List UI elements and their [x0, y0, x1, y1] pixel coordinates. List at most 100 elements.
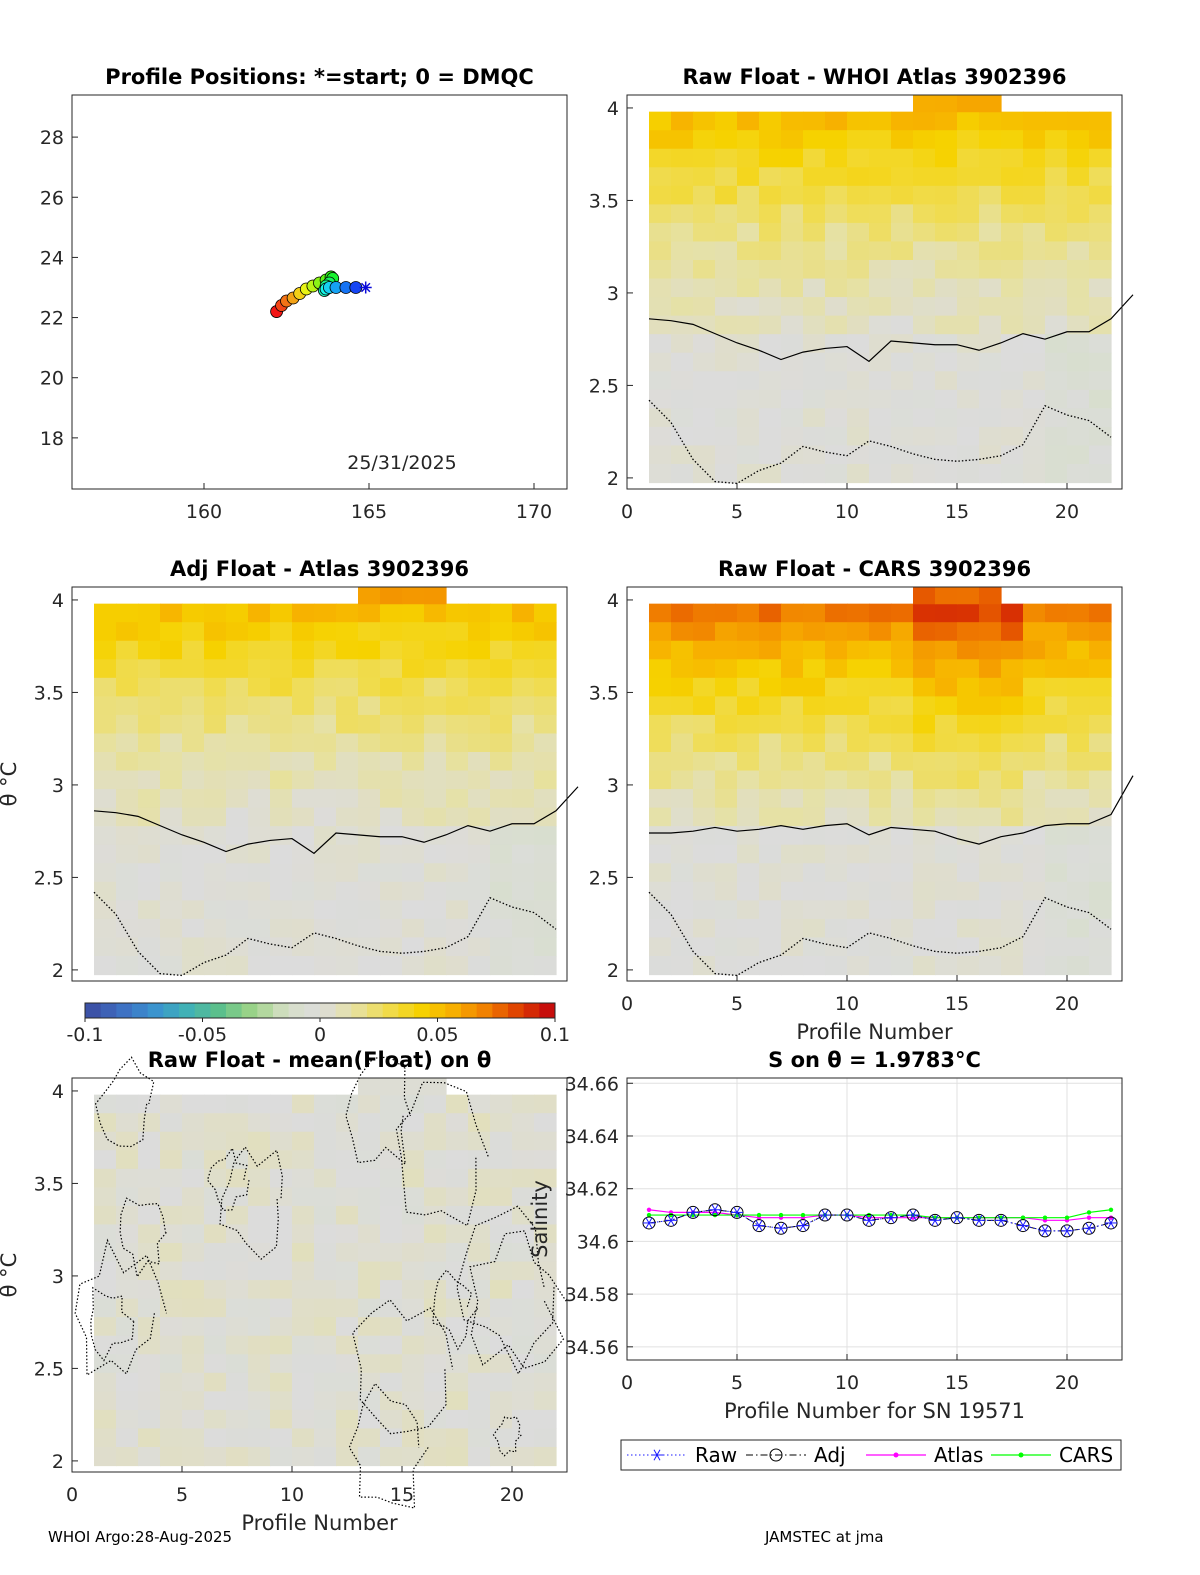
mean-anom-cell: [314, 1187, 337, 1207]
raw-cars-cell: [847, 881, 870, 901]
raw-whoi-cell: [1023, 167, 1046, 187]
raw-whoi-cell: [913, 278, 936, 298]
raw-whoi-cell: [979, 408, 1002, 428]
adj-atlas-cell: [314, 733, 337, 753]
mean-anom-cell: [534, 1150, 557, 1170]
adj-atlas-cell: [94, 640, 117, 660]
mean-anom-cell: [468, 1205, 491, 1226]
adj-atlas-cell: [94, 844, 117, 864]
adj-atlas-cell: [204, 659, 227, 679]
mean-anom-cell: [204, 1224, 227, 1244]
raw-whoi-cell: [671, 445, 694, 465]
raw-cars-cell: [715, 603, 738, 623]
adj-atlas-ytick-label: 2: [52, 960, 64, 982]
mean-anom-cell: [248, 1298, 271, 1318]
raw-cars-cell: [1089, 603, 1112, 623]
raw-whoi-cell: [1089, 148, 1112, 168]
mean-anom-cell: [270, 1205, 293, 1226]
salinity-raw-point: [841, 1209, 853, 1221]
raw-whoi-cell: [649, 463, 672, 484]
mean-anom-cell: [336, 1187, 359, 1207]
adj-atlas-cell: [270, 881, 293, 901]
raw-cars-cell: [825, 789, 848, 809]
mean-anom-cell: [402, 1187, 425, 1207]
mean-anom-cell: [270, 1131, 293, 1151]
adj-atlas-cell: [248, 807, 271, 827]
raw-cars-cell: [671, 622, 694, 642]
raw-cars-cell: [825, 863, 848, 883]
raw-cars-cell: [1067, 714, 1090, 735]
raw-cars-cell: [935, 770, 958, 790]
salinity-raw-point-stroke: [1019, 1220, 1027, 1232]
legend-atlas-label: Atlas: [934, 1443, 983, 1467]
mean-anom-cell: [270, 1094, 293, 1114]
adj-atlas-cell: [358, 603, 381, 623]
raw-whoi-cell: [825, 297, 848, 317]
raw-whoi-cell: [1089, 259, 1112, 280]
mean-anom-cell: [358, 1205, 381, 1226]
adj-atlas-cell: [314, 881, 337, 901]
adj-atlas-cell: [138, 770, 161, 790]
raw-whoi-cell: [957, 334, 980, 354]
adj-atlas-cell: [160, 955, 183, 976]
adj-atlas-cell: [358, 770, 381, 790]
mean-anom-cell: [116, 1391, 139, 1411]
raw-cars-cell: [803, 640, 826, 660]
raw-cars-cell: [957, 640, 980, 660]
mean-anom-cell: [512, 1446, 535, 1467]
adj-atlas-cell: [490, 603, 513, 623]
adj-atlas-cell: [292, 714, 315, 735]
adj-atlas-cell: [490, 659, 513, 679]
mean-anom-cell: [358, 1372, 381, 1392]
raw-cars-cell: [869, 789, 892, 809]
raw-whoi-cell: [869, 130, 892, 150]
mean-anom-cell: [468, 1094, 491, 1114]
raw-cars-cell: [803, 714, 826, 735]
mean-anom-cell: [402, 1409, 425, 1430]
salinity-ytick-label: 34.56: [565, 1337, 619, 1359]
mean-anom-cell: [204, 1409, 227, 1430]
raw-cars-xtick-label: 20: [1055, 993, 1079, 1015]
raw-cars-cell: [649, 937, 672, 957]
adj-atlas-cell: [314, 751, 337, 772]
raw-cars-cell: [781, 900, 804, 920]
raw-whoi-cell: [693, 389, 716, 409]
raw-cars-cell: [1001, 603, 1024, 623]
adj-atlas-cell: [336, 751, 359, 772]
adj-atlas-cell: [534, 714, 557, 735]
adj-atlas-cell: [116, 770, 139, 790]
raw-whoi-cell: [1023, 352, 1046, 372]
raw-cars-cell: [715, 733, 738, 753]
raw-cars-cell: [869, 751, 892, 772]
raw-cars-cell: [671, 900, 694, 920]
raw-cars-cell: [693, 770, 716, 790]
raw-whoi-cell: [869, 259, 892, 280]
adj-atlas-cell: [116, 881, 139, 901]
raw-cars-cell: [1023, 937, 1046, 957]
adj-atlas-title: Adj Float - Atlas 3902396: [170, 557, 469, 581]
mean-anom-cell: [424, 1335, 447, 1355]
raw-whoi-cell: [1001, 426, 1024, 447]
mean-anom-cell: [138, 1094, 161, 1114]
mean-anom-cell: [402, 1113, 425, 1133]
adj-atlas-cell: [490, 751, 513, 772]
adj-atlas-cell: [402, 937, 425, 957]
raw-whoi-cell: [825, 204, 848, 224]
adj-atlas-cell: [204, 733, 227, 753]
mean-anom-cell: [468, 1224, 491, 1244]
mean-anom-cell: [182, 1150, 205, 1170]
adj-atlas-cell: [138, 900, 161, 920]
mean-anom-cell: [336, 1261, 359, 1281]
mean-anom-cell: [402, 1242, 425, 1263]
mean-anom-cell: [292, 1242, 315, 1263]
adj-atlas-cell: [358, 918, 381, 939]
adj-atlas-cell: [248, 751, 271, 772]
positions-start-marker-stroke: [360, 282, 371, 293]
adj-atlas-cell: [490, 789, 513, 809]
raw-cars-xtick-label: 0: [621, 993, 633, 1015]
mean-anom-cell: [534, 1187, 557, 1207]
raw-cars-cell: [1001, 937, 1024, 957]
mean-anom-cell: [490, 1446, 513, 1467]
mean-anom-cell: [534, 1446, 557, 1467]
mean-anom-cell: [424, 1391, 447, 1411]
